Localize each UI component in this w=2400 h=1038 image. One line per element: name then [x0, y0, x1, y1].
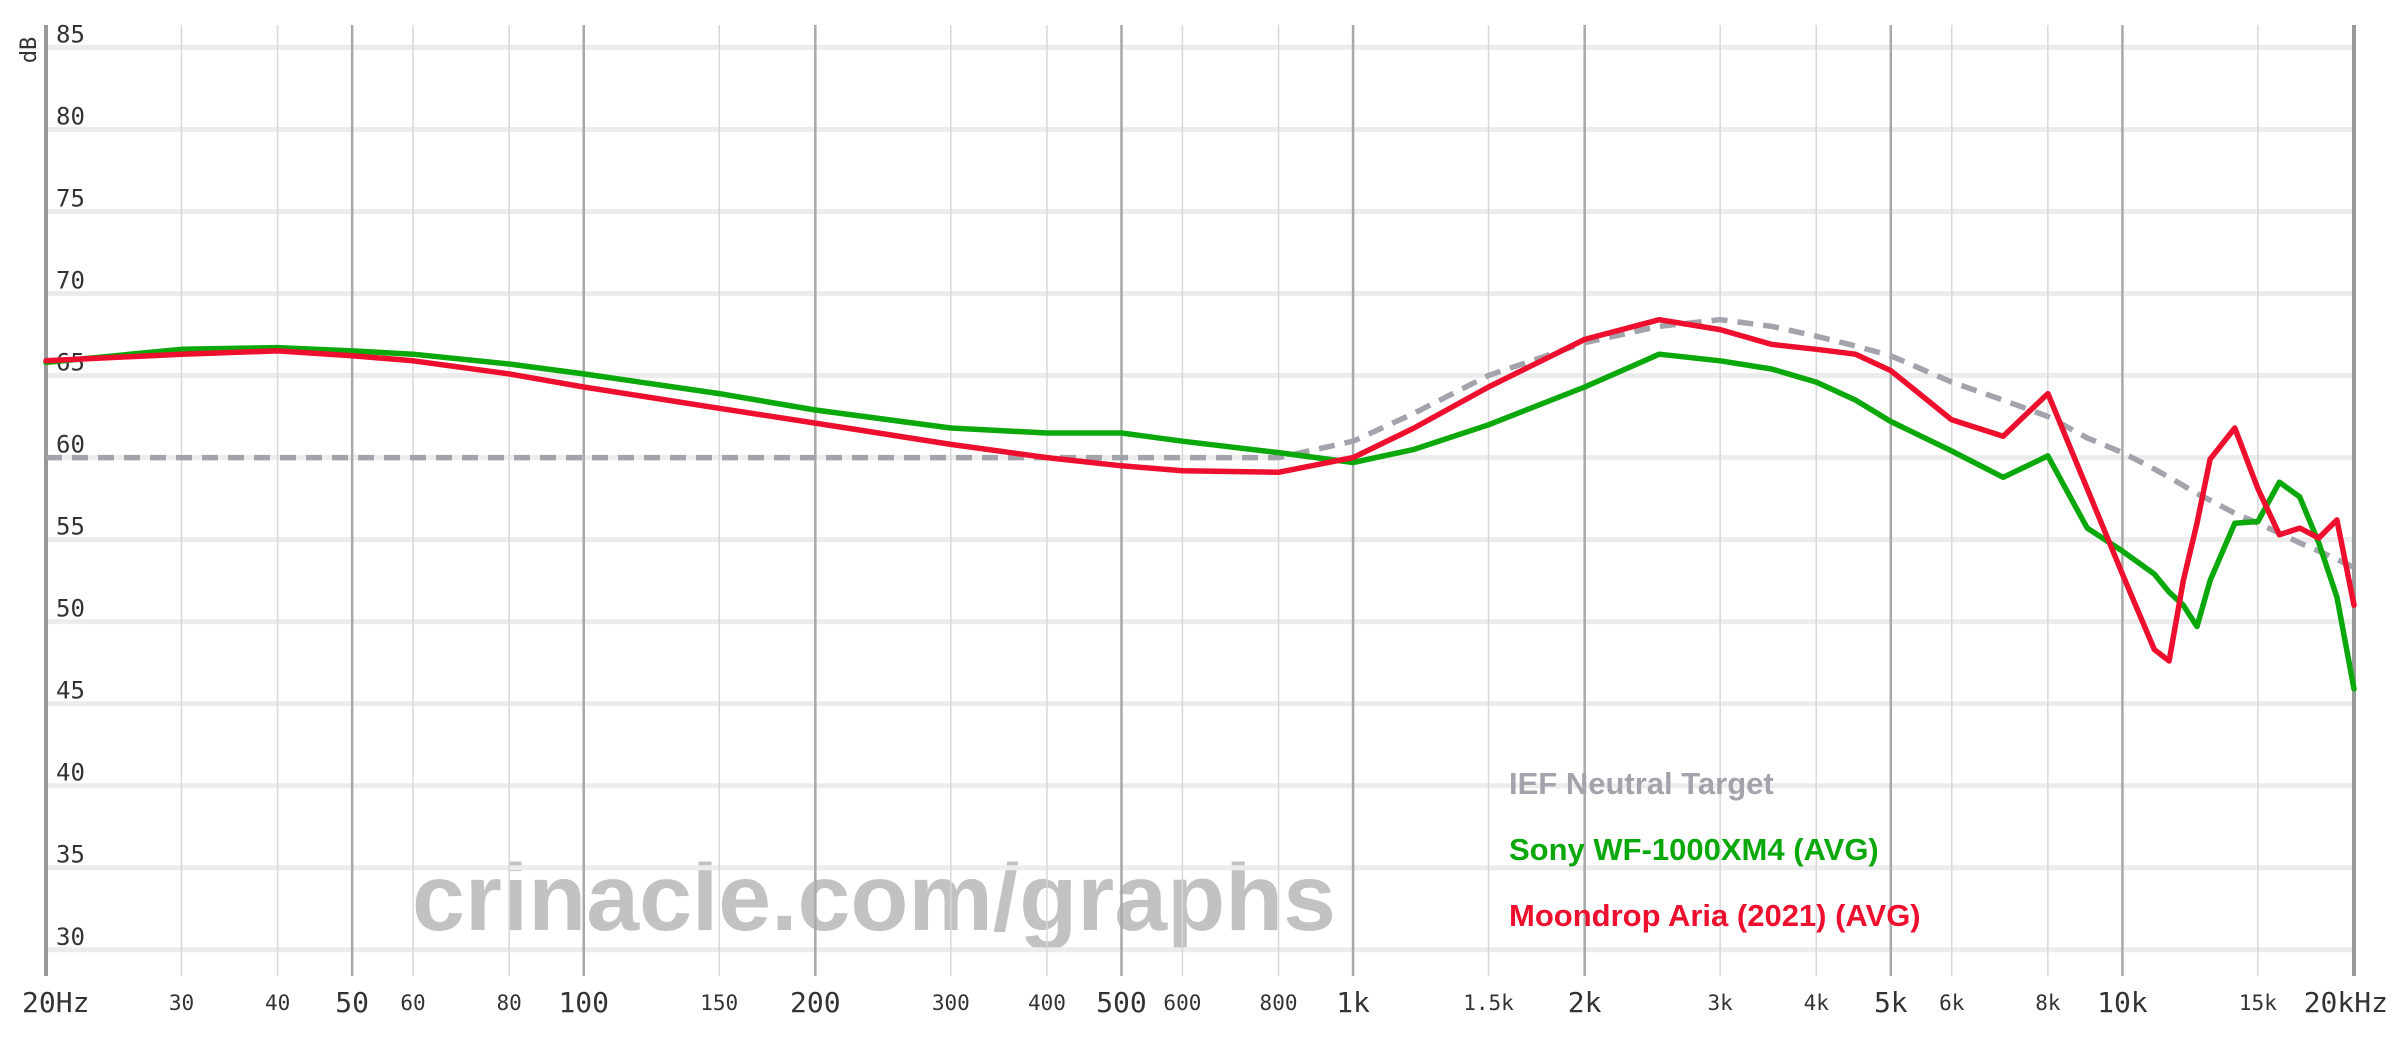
x-tick-label: 2k	[1568, 986, 1602, 1019]
series-line	[46, 316, 2356, 570]
grid	[44, 25, 2356, 976]
y-tick-label: 55	[56, 513, 85, 541]
x-tick-label: 400	[1028, 991, 1066, 1015]
y-tick-label: 35	[56, 841, 85, 869]
x-tick-label: 5k	[1874, 986, 1908, 1019]
y-tick-label: 50	[56, 595, 85, 623]
x-tick-label: 30	[169, 991, 194, 1015]
x-tick-label: 500	[1096, 986, 1147, 1019]
legend-entry: IEF Neutral Target	[1509, 766, 1774, 801]
y-tick-label: 60	[56, 431, 85, 459]
y-tick-label: 45	[56, 677, 85, 705]
x-tick-label: 1.5k	[1463, 991, 1514, 1015]
y-tick-label: 80	[56, 102, 85, 130]
y-tick-label: 40	[56, 759, 85, 787]
x-tick-label: 80	[497, 991, 522, 1015]
x-tick-label: 150	[700, 991, 738, 1015]
y-tick-label: 85	[56, 20, 85, 48]
x-tick-label: 1k	[1336, 986, 1370, 1019]
x-tick-label: 4k	[1804, 991, 1830, 1015]
legend-entry: Sony WF-1000XM4 (AVG)	[1509, 832, 1879, 867]
y-tick-label: 75	[56, 184, 85, 212]
x-tick-label: 40	[265, 991, 290, 1015]
x-tick-label: 20Hz	[22, 986, 89, 1019]
x-tick-label: 100	[558, 986, 609, 1019]
x-tick-label: 15k	[2239, 991, 2277, 1015]
x-tick-label: 50	[335, 986, 369, 1019]
legend-entry: Moondrop Aria (2021) (AVG)	[1509, 898, 1921, 933]
x-tick-label: 8k	[2035, 991, 2061, 1015]
x-tick-label: 3k	[1707, 991, 1733, 1015]
y-tick-label: 30	[56, 923, 85, 951]
x-tick-label: 600	[1163, 991, 1201, 1015]
x-tick-label: 200	[790, 986, 841, 1019]
y-axis-label: dB	[17, 37, 42, 64]
y-tick-label: 70	[56, 267, 85, 295]
watermark: crinacle.com/graphs	[412, 845, 1336, 951]
x-tick-label: 20kHz	[2304, 986, 2388, 1019]
x-tick-label: 60	[400, 991, 425, 1015]
series-line	[43, 344, 2357, 692]
x-tick-label: 6k	[1939, 991, 1965, 1015]
x-tick-label: 10k	[2097, 986, 2148, 1019]
x-tick-label: 300	[932, 991, 970, 1015]
series-line	[43, 316, 2357, 664]
x-tick-label: 800	[1260, 991, 1298, 1015]
